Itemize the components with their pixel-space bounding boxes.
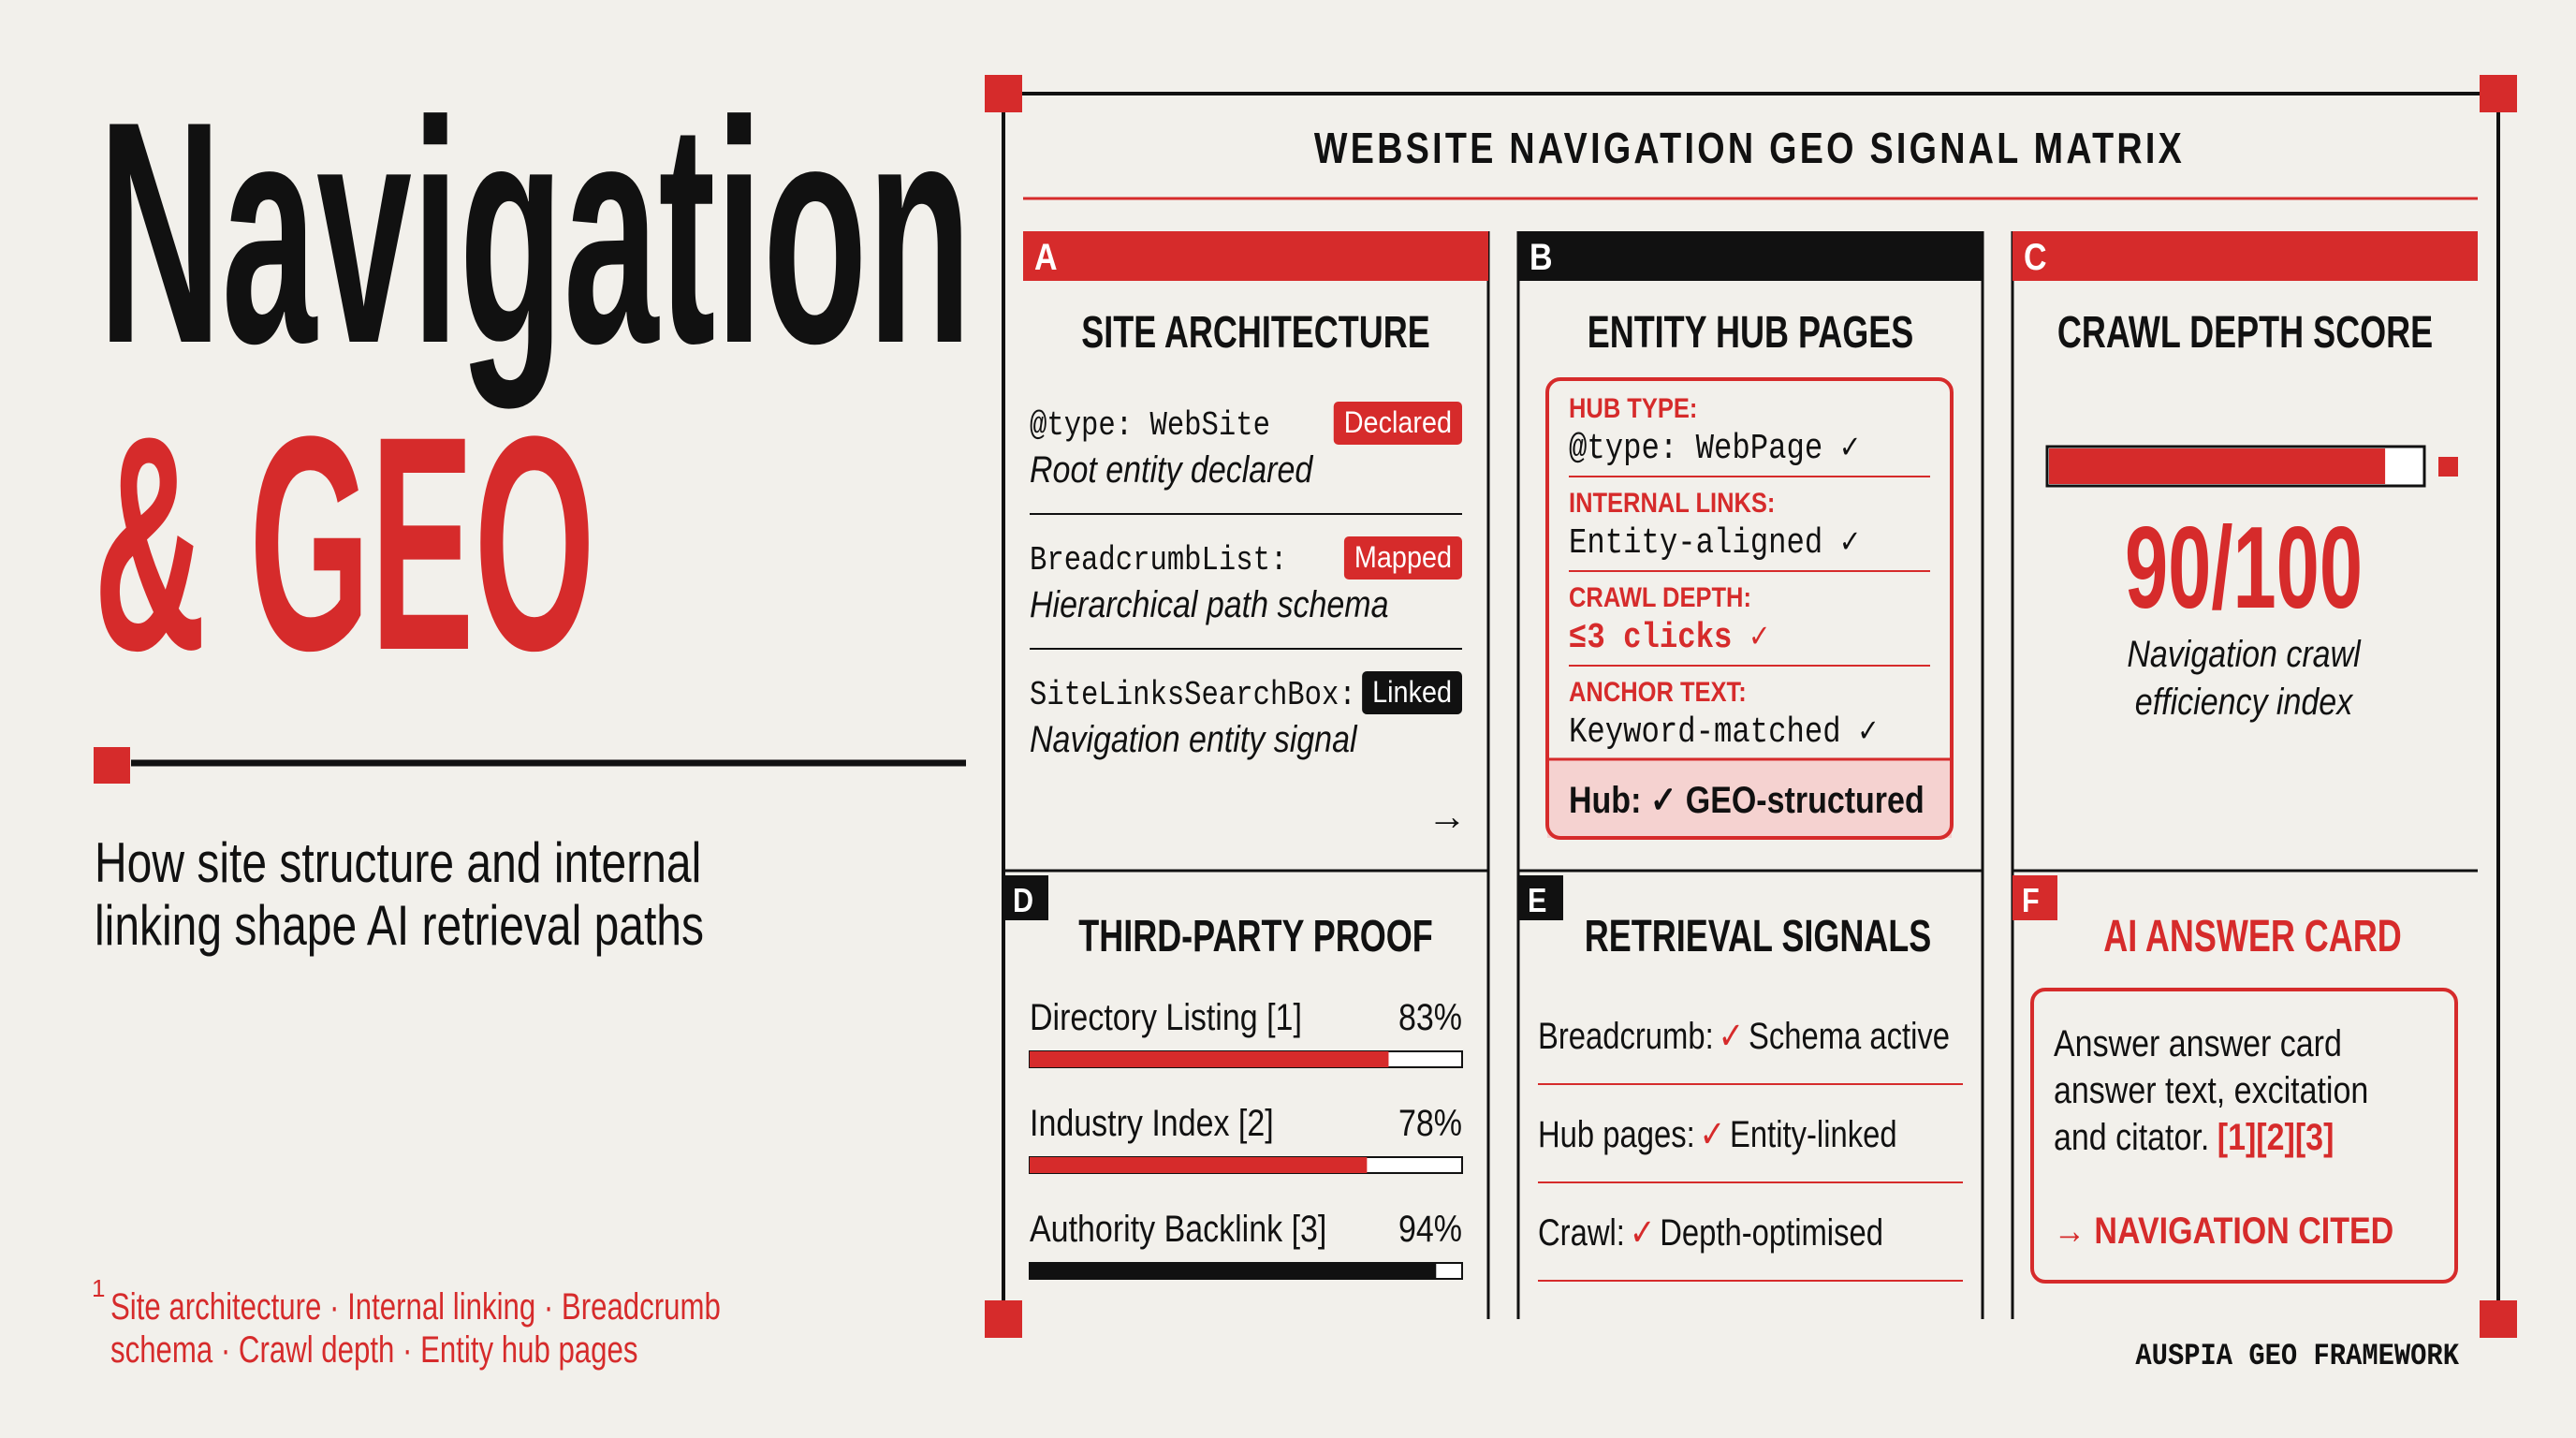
- bar: [1030, 1263, 1437, 1279]
- answer-text: Answer answer card: [2054, 1021, 2342, 1064]
- check-label: INTERNAL LINKS:: [1569, 487, 1775, 518]
- cell-title: AI ANSWER CARD: [2103, 911, 2402, 961]
- headline: Navigation: [98, 55, 972, 411]
- footnote: Site architecture · Internal linking · B…: [110, 1285, 721, 1328]
- caption: efficiency index: [2135, 680, 2354, 722]
- signal-check: ✓: [1630, 1211, 1655, 1254]
- cell-letter: A: [1034, 235, 1058, 277]
- accent-square: [94, 747, 130, 784]
- cell-tag: [1518, 875, 1563, 920]
- cell-letter: D: [1013, 883, 1033, 920]
- tag: [1362, 671, 1462, 714]
- signal-key: Breadcrumb:: [1538, 1015, 1714, 1057]
- description: Hierarchical path schema: [1030, 582, 1388, 624]
- tag-label: Linked: [1372, 676, 1452, 710]
- code: BreadcrumbList:: [1030, 542, 1287, 580]
- signal: Hub pages: ✓ Entity-linked: [1538, 1113, 1897, 1155]
- hub-box: [1545, 377, 1954, 840]
- code: @type: WebSite: [1030, 407, 1270, 446]
- description: Navigation entity signal: [1030, 717, 1358, 759]
- signal-value: Schema active: [1749, 1015, 1950, 1057]
- footnote-mark: 1: [92, 1274, 105, 1302]
- cell-letter: F: [2022, 883, 2040, 920]
- headline-accent: & GEO: [94, 373, 595, 713]
- brand: AUSPIA GEO FRAMEWORK: [2135, 1341, 2459, 1374]
- score-bar: [2049, 448, 2386, 484]
- code: SiteLinksSearchBox:: [1030, 677, 1356, 715]
- cell-title: CRAWL DEPTH SCORE: [2057, 307, 2433, 357]
- subtitle: How site structure and internal: [95, 831, 701, 894]
- tag-label: Declared: [1344, 406, 1452, 440]
- bar-value: 94%: [1398, 1207, 1462, 1249]
- corner-square: [2480, 1300, 2517, 1338]
- corner-square: [985, 75, 1022, 112]
- signal-value: Entity-linked: [1730, 1113, 1897, 1155]
- hub-footer-bg: [1547, 759, 1952, 838]
- arrow: →: [1427, 794, 1467, 838]
- answer-card: [2030, 988, 2458, 1284]
- bar-label: Directory Listing [1]: [1030, 995, 1302, 1037]
- cell-title: SITE ARCHITECTURE: [1081, 307, 1430, 357]
- bar-label: Industry Index [2]: [1030, 1101, 1274, 1143]
- cell-title: ENTITY HUB PAGES: [1588, 307, 1914, 357]
- answer-line: answer text, excitation: [2054, 1068, 2368, 1110]
- cell-title: THIRD-PARTY PROOF: [1078, 911, 1432, 961]
- signal-check: ✓: [1719, 1015, 1744, 1057]
- check-value: Entity-aligned ✓: [1569, 523, 1859, 564]
- answer-cta: → NAVIGATION CITED: [2054, 1209, 2393, 1251]
- hub-footer: Hub: ✓ GEO-structured: [1569, 778, 1925, 820]
- bar-label: Authority Backlink [3]: [1030, 1207, 1326, 1249]
- answer-line: Answer answer card: [2054, 1021, 2342, 1064]
- corner-square: [2480, 75, 2517, 112]
- check-label: HUB TYPE:: [1569, 392, 1697, 423]
- tag: [1343, 536, 1462, 580]
- cell-letter: E: [1528, 883, 1546, 920]
- signal-key: Crawl:: [1538, 1211, 1625, 1254]
- tag: [1333, 402, 1462, 445]
- matrix-title: WEBSITE NAVIGATION GEO SIGNAL MATRIX: [1314, 124, 2185, 171]
- check-value: @type: WebPage ✓: [1569, 429, 1859, 469]
- answer-text: answer text, excitation: [2054, 1068, 2368, 1110]
- bar-value: 78%: [1398, 1101, 1462, 1143]
- signal-value: Depth-optimised: [1660, 1211, 1883, 1254]
- check-value: ≤3 clicks ✓: [1569, 618, 1768, 658]
- bar: [1030, 1157, 1368, 1173]
- tag-label: Mapped: [1354, 541, 1452, 575]
- cell-letter: C: [2024, 235, 2047, 277]
- answer-line: and citator.: [2054, 1115, 2209, 1157]
- bar-value: 83%: [1398, 995, 1462, 1037]
- signal: Crawl: ✓ Depth-optimised: [1538, 1211, 1883, 1254]
- cell-tag: [1003, 875, 1048, 920]
- check-value: Keyword-matched ✓: [1569, 712, 1877, 753]
- score-marker: [2438, 457, 2458, 477]
- check-label: ANCHOR TEXT:: [1569, 676, 1747, 707]
- footnote: schema · Crawl depth · Entity hub pages: [110, 1328, 637, 1371]
- check-label: CRAWL DEPTH:: [1569, 581, 1751, 612]
- cell-tag: [2012, 875, 2057, 920]
- caption: Navigation crawl: [2127, 632, 2362, 674]
- signal: Breadcrumb: ✓ Schema active: [1538, 1015, 1950, 1057]
- answer-refs: [1][2][3]: [2217, 1115, 2334, 1157]
- bar: [1030, 1051, 1389, 1067]
- signal-check: ✓: [1700, 1113, 1725, 1155]
- answer-text: and citator. [1][2][3]: [2054, 1115, 2334, 1157]
- score: 90/100: [2125, 503, 2363, 633]
- corner-square: [985, 1300, 1022, 1338]
- cell-header: [1023, 231, 1488, 281]
- cell-title: RETRIEVAL SIGNALS: [1585, 911, 1932, 961]
- signal-key: Hub pages:: [1538, 1113, 1695, 1155]
- description: Root entity declared: [1030, 448, 1314, 490]
- subtitle: linking shape AI retrieval paths: [95, 894, 704, 957]
- cell-header: [2012, 231, 2478, 281]
- cell-header: [1518, 231, 1983, 281]
- cell-letter: B: [1530, 235, 1553, 277]
